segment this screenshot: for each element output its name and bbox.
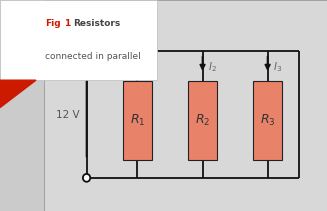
- Text: Resistors: Resistors: [74, 19, 121, 28]
- Bar: [188, 81, 217, 160]
- Circle shape: [10, 15, 36, 57]
- Text: $I_2$: $I_2$: [208, 60, 216, 74]
- Text: 12 V: 12 V: [56, 110, 79, 120]
- Polygon shape: [17, 21, 32, 51]
- Text: 1: 1: [64, 19, 70, 28]
- Circle shape: [83, 174, 90, 182]
- Circle shape: [83, 47, 90, 55]
- Text: $R_2$: $R_2$: [195, 113, 210, 128]
- Text: Fig: Fig: [45, 19, 61, 28]
- Text: $I_3$: $I_3$: [273, 60, 282, 74]
- Bar: [253, 81, 282, 160]
- Text: $R_1$: $R_1$: [130, 113, 145, 128]
- Bar: [123, 81, 152, 160]
- Text: connected in parallel: connected in parallel: [45, 52, 141, 61]
- Text: $I_T$: $I_T$: [103, 29, 113, 43]
- Text: $R_3$: $R_3$: [260, 113, 275, 128]
- Text: $I_1$: $I_1$: [143, 60, 152, 74]
